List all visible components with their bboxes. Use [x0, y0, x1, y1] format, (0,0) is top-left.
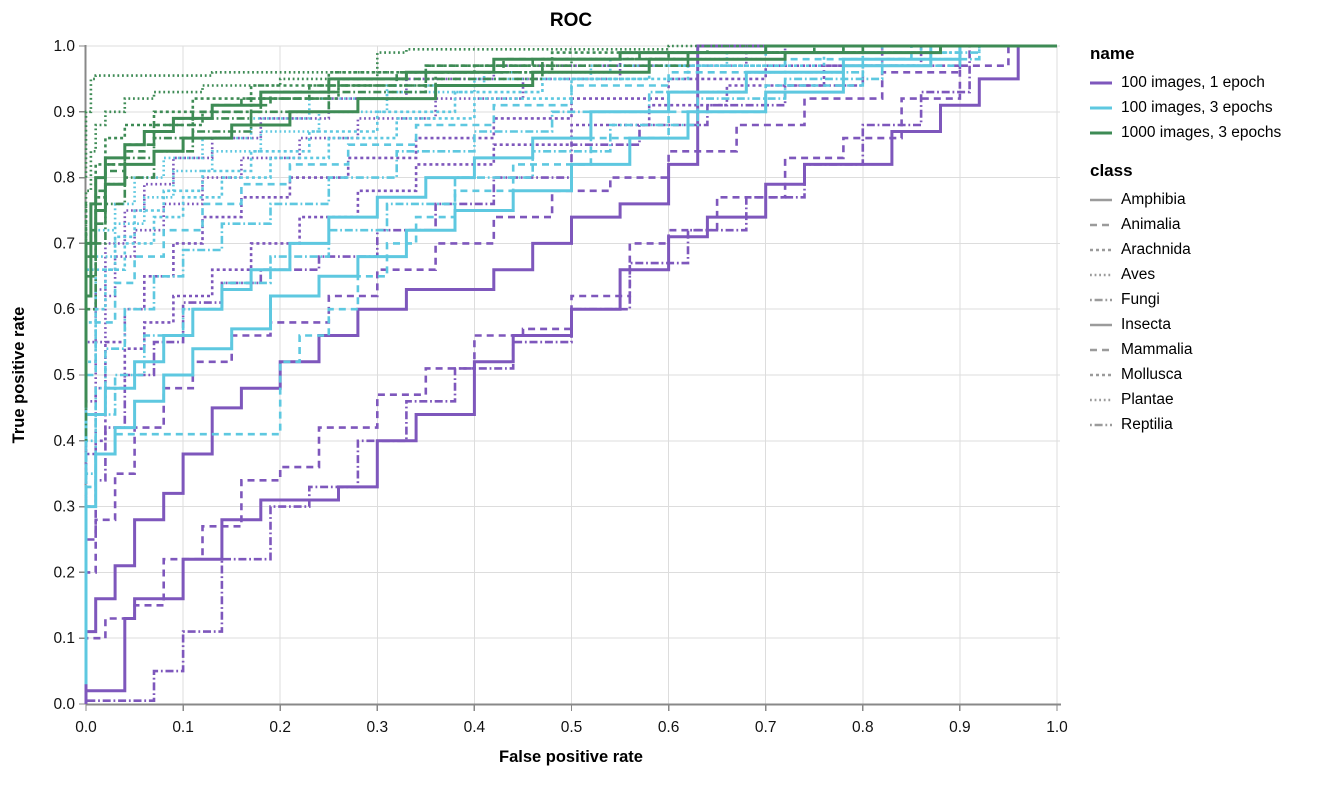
y-tick-label: 0.9 — [53, 104, 75, 121]
legend-dash-swatch — [1090, 423, 1112, 426]
legend-gap — [1090, 145, 1281, 161]
legend-class-item: Arachnida — [1090, 237, 1281, 262]
legend-dash-swatch — [1090, 298, 1112, 301]
legend-class-label: Mammalia — [1121, 340, 1193, 358]
legend-class-item: Insecta — [1090, 312, 1281, 337]
roc-curves — [84, 44, 1057, 704]
legend-class-label: Insecta — [1121, 315, 1171, 333]
legend-dash-swatch — [1090, 398, 1112, 401]
roc-curve — [84, 44, 1057, 560]
roc-curve — [84, 44, 1057, 586]
roc-curve — [84, 44, 1057, 691]
roc-curve — [84, 44, 1057, 704]
legend-class-item: Plantae — [1090, 387, 1281, 412]
legend-dash-swatch — [1090, 198, 1112, 201]
legend-color-swatch — [1090, 131, 1112, 134]
legend-name-label: 100 images, 1 epoch — [1121, 73, 1265, 91]
legend-class-title: class — [1090, 161, 1133, 180]
legend-class-item: Animalia — [1090, 212, 1281, 237]
roc-curve — [84, 44, 1057, 343]
legend-class-item: Amphibia — [1090, 187, 1281, 212]
x-tick-label: 0.4 — [464, 719, 486, 736]
roc-curve — [84, 44, 1057, 441]
roc-curve — [84, 44, 1057, 389]
roc-curve — [84, 44, 1057, 507]
legend-dash-swatch — [1090, 323, 1112, 326]
x-tick-label: 0.8 — [852, 719, 874, 736]
legend-class-label: Mollusca — [1121, 365, 1183, 383]
legend-class-label: Animalia — [1121, 215, 1181, 233]
legend-dash-swatch — [1090, 248, 1112, 251]
y-tick-label: 1.0 — [53, 38, 75, 55]
legend-color-swatch — [1090, 106, 1112, 109]
legend-class-item: Mollusca — [1090, 362, 1281, 387]
legend-class-label: Reptilia — [1121, 415, 1173, 433]
roc-curve — [84, 44, 1057, 375]
legend-class-label: Amphibia — [1121, 190, 1186, 208]
x-tick-label: 0.6 — [658, 719, 680, 736]
roc-curve — [84, 44, 1057, 691]
legend-dash-swatch — [1090, 223, 1112, 226]
legend-dash-swatch — [1090, 373, 1112, 376]
roc-curve — [84, 44, 1057, 310]
roc-curve — [84, 44, 1057, 178]
y-tick-label: 0.3 — [53, 499, 75, 516]
legend-class-label: Aves — [1121, 265, 1156, 283]
legend-name-item: 100 images, 3 epochs — [1090, 95, 1281, 120]
y-tick-label: 0.0 — [53, 696, 75, 713]
x-tick-label: 0.9 — [949, 719, 971, 736]
y-tick-label: 0.2 — [53, 564, 75, 581]
x-axis-title: False positive rate — [499, 748, 643, 766]
y-tick-label: 0.4 — [53, 433, 75, 450]
x-tick-label: 0.1 — [172, 719, 194, 736]
x-tick-label: 1.0 — [1046, 719, 1068, 736]
legend: name 100 images, 1 epoch 100 images, 3 epo… — [1090, 44, 1281, 437]
legend-name-title: name — [1090, 44, 1135, 63]
y-tick-label: 0.7 — [53, 235, 75, 252]
roc-curve — [84, 44, 1057, 441]
roc-curve — [84, 44, 1057, 672]
legend-class-label: Plantae — [1121, 390, 1174, 408]
legend-name-item: 1000 images, 3 epochs — [1090, 120, 1281, 145]
y-tick-label: 0.8 — [53, 170, 75, 187]
x-tick-label: 0.2 — [269, 719, 291, 736]
legend-dash-swatch — [1090, 273, 1112, 276]
legend-class-item: Fungi — [1090, 287, 1281, 312]
legend-class-item: Reptilia — [1090, 412, 1281, 437]
legend-class-item: Aves — [1090, 262, 1281, 287]
legend-name-item: 100 images, 1 epoch — [1090, 70, 1281, 95]
chart-title: ROC — [550, 10, 593, 31]
x-tick-label: 0.5 — [561, 719, 583, 736]
y-tick-label: 0.1 — [53, 630, 75, 647]
y-axis-title: True positive rate — [10, 307, 28, 444]
roc-curve — [84, 44, 1057, 573]
legend-class-label: Arachnida — [1121, 240, 1191, 258]
x-tick-label: 0.0 — [75, 719, 97, 736]
legend-dash-swatch — [1090, 348, 1112, 351]
y-tick-label: 0.6 — [53, 301, 75, 318]
roc-curve — [84, 44, 1057, 428]
legend-color-swatch — [1090, 81, 1112, 84]
x-tick-label: 0.7 — [755, 719, 777, 736]
legend-name-label: 1000 images, 3 epochs — [1121, 123, 1282, 141]
roc-curve — [84, 44, 1057, 685]
y-tick-label: 0.5 — [53, 367, 75, 384]
legend-class-label: Fungi — [1121, 290, 1160, 308]
roc-curve — [84, 44, 1057, 639]
x-tick-label: 0.3 — [367, 719, 389, 736]
legend-name-label: 100 images, 3 epochs — [1121, 98, 1273, 116]
legend-class-item: Mammalia — [1090, 337, 1281, 362]
